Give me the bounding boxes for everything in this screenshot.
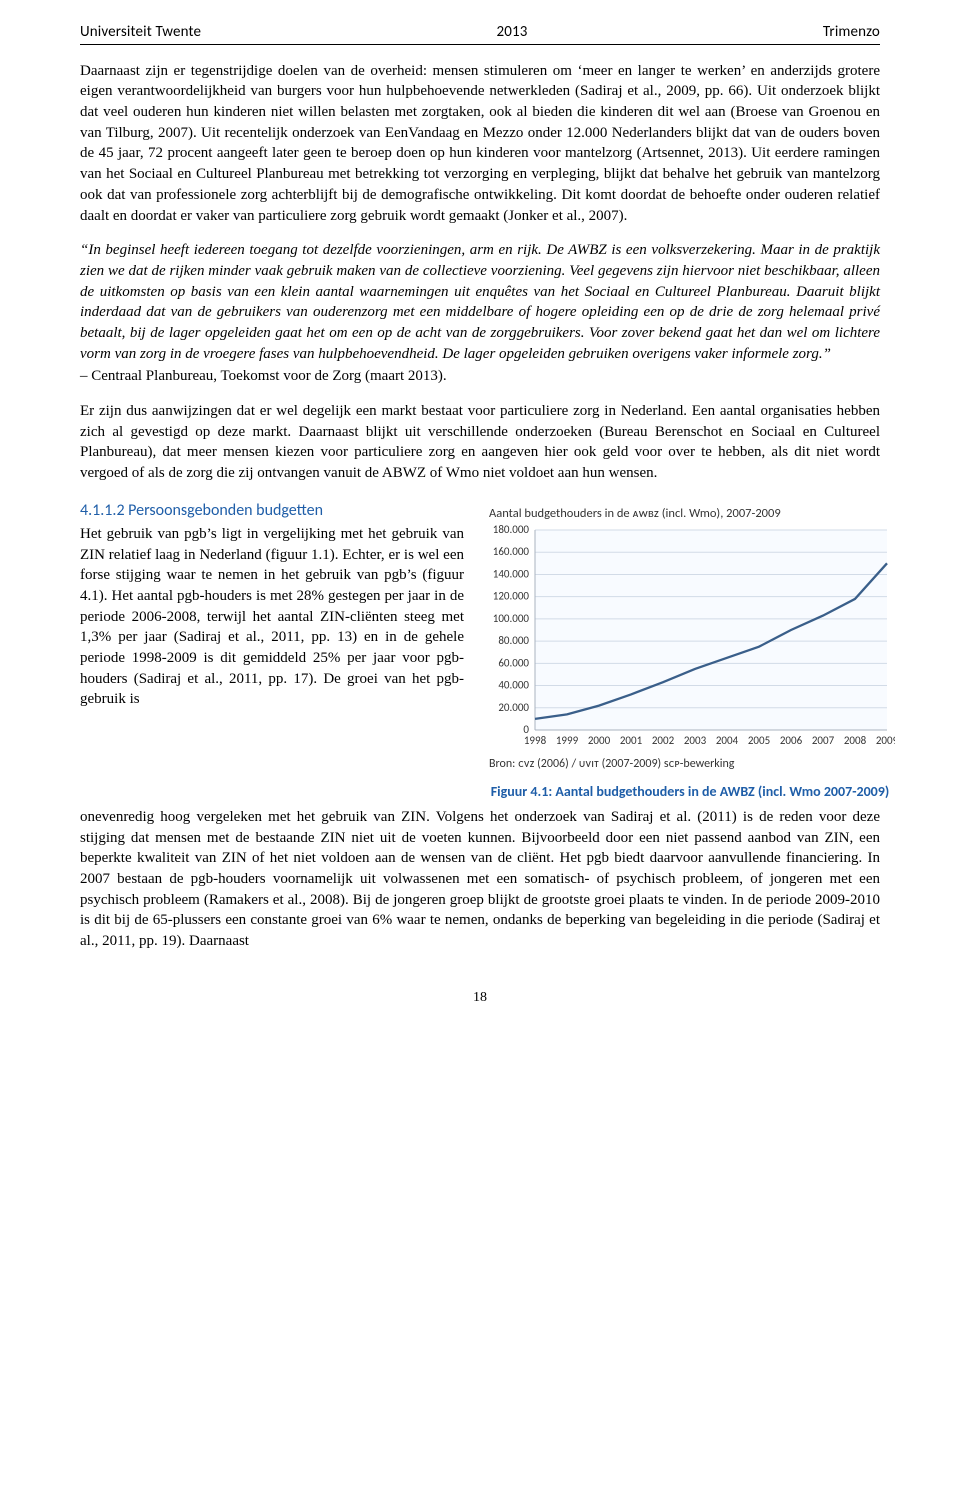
page-header: Universiteit Twente 2013 Trimenzo xyxy=(80,22,880,45)
svg-text:2003: 2003 xyxy=(684,734,707,747)
svg-text:2001: 2001 xyxy=(620,734,643,747)
svg-text:120.000: 120.000 xyxy=(493,590,530,603)
quote-attribution: – Centraal Planbureau, Toekomst voor de … xyxy=(80,366,880,387)
body-paragraph-1: Daarnaast zijn er tegenstrijdige doelen … xyxy=(80,61,880,227)
svg-text:2008: 2008 xyxy=(844,734,867,747)
line-chart: 020.00040.00060.00080.000100.000120.0001… xyxy=(485,522,895,752)
chart-source: Bron: ᴄᴠᴢ (2006) / ᴜᴠɪᴛ (2007-2009) sᴄᴘ-… xyxy=(489,756,895,773)
header-left: Universiteit Twente xyxy=(80,22,201,43)
body-paragraph-5: onevenredig hoog vergeleken met het gebr… xyxy=(80,807,880,952)
section-with-figure: 4.1.1.2 Persoonsgebonden budgetten Het g… xyxy=(80,498,880,801)
block-quote: “In beginsel heeft iedereen toegang tot … xyxy=(80,240,880,364)
section-text-column: 4.1.1.2 Persoonsgebonden budgetten Het g… xyxy=(80,498,464,724)
body-paragraph-4: Het gebruik van pgb’s ligt in vergelijki… xyxy=(80,524,464,710)
svg-text:20.000: 20.000 xyxy=(498,701,529,714)
svg-text:1998: 1998 xyxy=(524,734,547,747)
svg-text:2006: 2006 xyxy=(780,734,803,747)
svg-text:180.000: 180.000 xyxy=(493,523,530,536)
svg-text:2005: 2005 xyxy=(748,734,770,747)
svg-text:40.000: 40.000 xyxy=(498,679,529,692)
figure-caption: Figuur 4.1: Aantal budgethouders in de A… xyxy=(482,782,898,801)
header-right: Trimenzo xyxy=(823,22,880,43)
svg-text:160.000: 160.000 xyxy=(493,545,530,558)
svg-text:2007: 2007 xyxy=(812,734,835,747)
svg-text:2000: 2000 xyxy=(588,734,611,747)
svg-text:100.000: 100.000 xyxy=(493,612,530,625)
svg-text:2004: 2004 xyxy=(716,734,739,747)
svg-text:2002: 2002 xyxy=(652,734,675,747)
header-center: 2013 xyxy=(497,22,528,43)
subsection-heading: 4.1.1.2 Persoonsgebonden budgetten xyxy=(80,500,464,522)
page-number: 18 xyxy=(80,988,880,1007)
svg-text:60.000: 60.000 xyxy=(498,656,529,669)
body-paragraph-3: Er zijn dus aanwijzingen dat er wel dege… xyxy=(80,401,880,484)
svg-text:140.000: 140.000 xyxy=(493,567,530,580)
svg-text:2009: 2009 xyxy=(876,734,895,747)
svg-text:80.000: 80.000 xyxy=(498,634,529,647)
svg-text:1999: 1999 xyxy=(556,734,579,747)
chart-wrapper: Aantal budgethouders in de ᴀᴡʙᴢ (incl. W… xyxy=(482,498,898,776)
chart-title: Aantal budgethouders in de ᴀᴡʙᴢ (incl. W… xyxy=(489,505,895,522)
figure-4-1: Aantal budgethouders in de ᴀᴡʙᴢ (incl. W… xyxy=(482,498,898,801)
